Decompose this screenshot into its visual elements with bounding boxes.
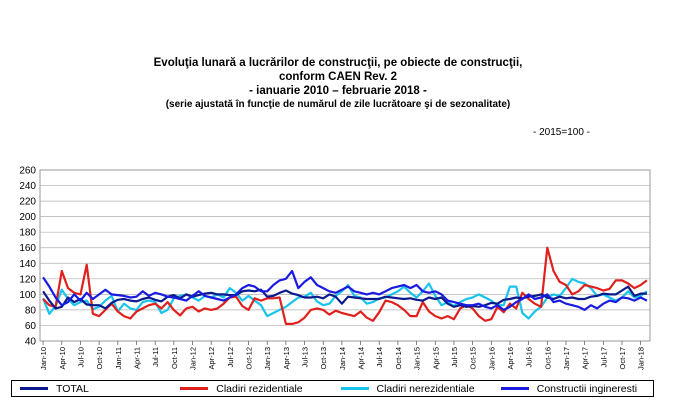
legend-label-total: TOTAL bbox=[56, 382, 89, 395]
y-tick-label: 160 bbox=[19, 243, 36, 254]
x-tick-label: Apr-15 bbox=[431, 347, 440, 370]
y-tick-label: 140 bbox=[19, 259, 36, 270]
y-tick-label: 120 bbox=[19, 274, 36, 285]
y-tick-label: 220 bbox=[19, 197, 36, 208]
y-tick-label: 240 bbox=[19, 181, 36, 192]
legend-item-rezidentiale: Cladiri rezidentiale bbox=[172, 383, 332, 395]
x-tick-label: Jan-16 bbox=[487, 347, 496, 370]
chart-titles: Evoluţia lunară a lucrărilor de construc… bbox=[0, 56, 676, 111]
legend-swatch-ingineresti bbox=[500, 387, 529, 390]
x-tick-label: Oct-13 bbox=[319, 347, 328, 370]
x-tick-label: Jan-15 bbox=[413, 347, 422, 370]
y-tick-label: 60 bbox=[25, 321, 37, 332]
x-tick-label: Jan-14 bbox=[338, 347, 347, 370]
x-tick-label: Jan-10 bbox=[39, 347, 48, 370]
x-tick-label: Apr-16 bbox=[506, 347, 515, 370]
y-tick-label: 80 bbox=[25, 305, 37, 316]
legend-swatch-nerezidentiale bbox=[340, 387, 369, 390]
series-line-total bbox=[42, 285, 647, 310]
x-tick-label: Apr-14 bbox=[357, 347, 366, 370]
legend-item-nerezidentiale: Cladiri nerezidentiale bbox=[333, 383, 493, 395]
base-label: - 2015=100 - bbox=[533, 127, 590, 138]
x-tick-label: Oct-16 bbox=[543, 347, 552, 370]
x-tick-label: Jan-13 bbox=[263, 347, 272, 370]
x-tick-label: Jul-11 bbox=[151, 347, 160, 367]
chart-title: Evoluţia lunară a lucrărilor de construc… bbox=[153, 57, 523, 69]
series-line-rezidentiale bbox=[42, 246, 648, 325]
x-tick-label: Apr-10 bbox=[58, 347, 67, 370]
legend-swatch-rezidentiale bbox=[180, 387, 209, 390]
chart-subtitle: - ianuarie 2010 – februarie 2018 - bbox=[249, 85, 427, 97]
x-tick-label: Jul-12 bbox=[226, 347, 235, 367]
x-tick-label: Jul-15 bbox=[450, 347, 459, 367]
legend-label-ingineresti: Constructii ingineresti bbox=[536, 382, 638, 395]
legend-label-rezidentiale: Cladiri rezidentiale bbox=[216, 382, 303, 395]
x-tick-label: Jul-10 bbox=[76, 347, 85, 367]
x-tick-label: Jan-17 bbox=[562, 347, 571, 370]
x-tick-label: Oct-10 bbox=[95, 347, 104, 370]
x-tick-label: Apr-17 bbox=[581, 347, 590, 370]
x-tick-label: Jan-12 bbox=[189, 347, 198, 370]
x-tick-label: Oct-11 bbox=[170, 347, 179, 369]
x-tick-label: Jul-13 bbox=[301, 347, 310, 367]
legend-label-nerezidentiale: Cladiri nerezidentiale bbox=[376, 382, 475, 395]
y-tick-label: 200 bbox=[19, 212, 36, 223]
chart-title-line2: conform CAEN Rev. 2 bbox=[278, 71, 397, 83]
line-chart: 40 60 80 100 120 140 160 180 200 220 240 260 Jan-10 A… bbox=[19, 166, 651, 370]
legend-item-total: TOTAL bbox=[12, 383, 172, 395]
x-tick-label: Jul-16 bbox=[525, 347, 534, 367]
x-tick-label: Jul-14 bbox=[375, 347, 384, 367]
x-tick-label: Oct-14 bbox=[394, 347, 403, 370]
y-tick-label: 100 bbox=[19, 290, 36, 301]
plot-frame bbox=[39, 169, 651, 342]
x-tick-label: Apr-13 bbox=[282, 347, 291, 370]
x-tick-label: Oct-17 bbox=[618, 347, 627, 370]
x-tick-label: Jul-17 bbox=[599, 347, 608, 367]
y-tick-label: 180 bbox=[19, 228, 36, 239]
x-tick-label: Apr-12 bbox=[207, 347, 216, 370]
x-tick-label: Oct-12 bbox=[245, 347, 254, 370]
chart-note: (serie ajustată în funcţie de numărul de… bbox=[165, 99, 511, 110]
x-tick-label: Jan-18 bbox=[637, 347, 646, 370]
x-tick-label: Jan-11 bbox=[114, 347, 123, 369]
x-tick-label: Apr-11 bbox=[132, 347, 141, 369]
series-line-ingineresti bbox=[42, 269, 648, 311]
chart-legend: TOTAL Cladiri rezidentiale Cladiri nerez… bbox=[11, 380, 654, 397]
x-tick-label: Oct-15 bbox=[469, 347, 478, 370]
legend-swatch-total bbox=[20, 387, 48, 390]
legend-item-ingineresti: Constructii ingineresti bbox=[493, 383, 653, 395]
y-tick-label: 260 bbox=[19, 166, 36, 177]
y-tick-label: 40 bbox=[25, 337, 37, 348]
